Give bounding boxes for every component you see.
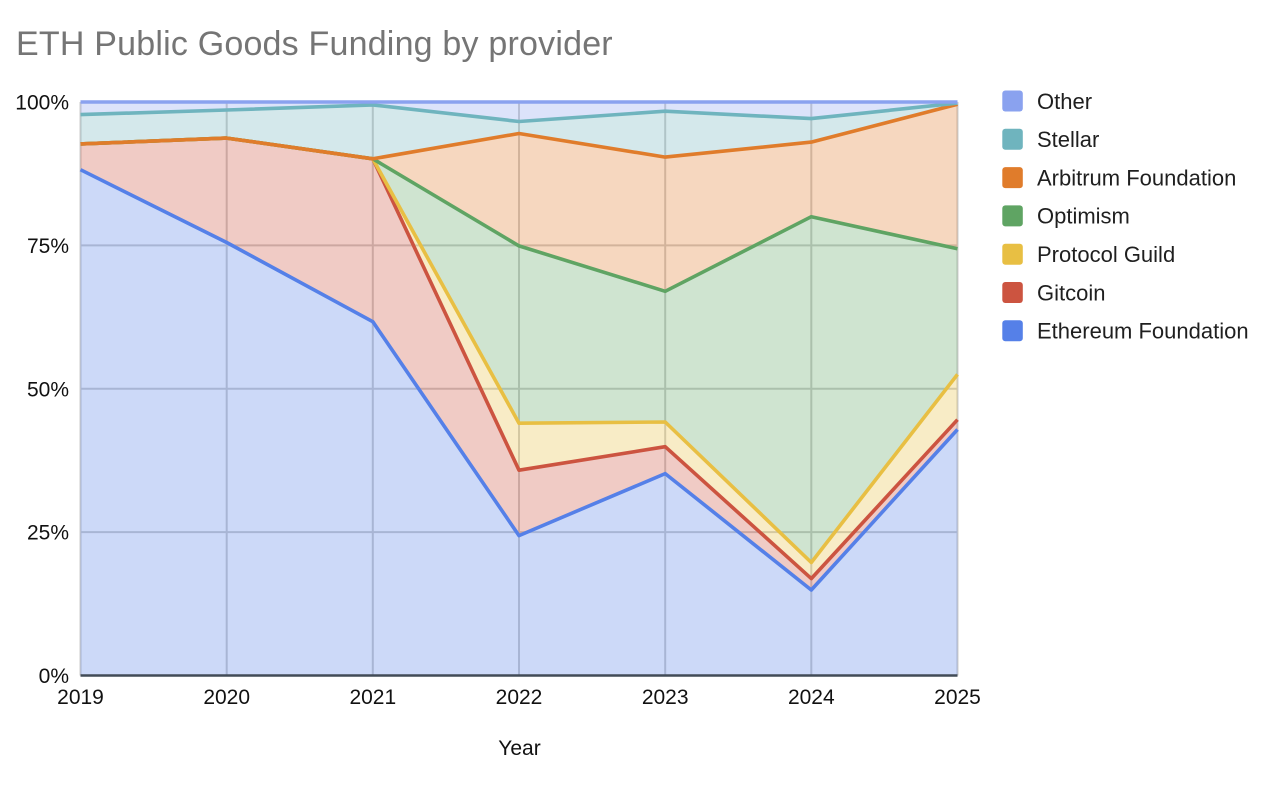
- svg-text:100%: 100%: [15, 92, 69, 115]
- svg-text:Arbitrum Foundation: Arbitrum Foundation: [1037, 165, 1236, 190]
- svg-text:Gitcoin: Gitcoin: [1037, 280, 1105, 305]
- svg-text:2019: 2019: [57, 686, 104, 709]
- svg-text:Protocol Guild: Protocol Guild: [1037, 242, 1175, 267]
- svg-text:Other: Other: [1037, 89, 1092, 114]
- svg-text:2023: 2023: [642, 686, 689, 709]
- svg-text:25%: 25%: [27, 522, 69, 545]
- svg-text:50%: 50%: [27, 378, 69, 401]
- svg-text:Ethereum Foundation: Ethereum Foundation: [1037, 319, 1249, 344]
- svg-text:Year: Year: [498, 737, 540, 760]
- svg-text:2025: 2025: [934, 686, 981, 709]
- svg-text:Stellar: Stellar: [1037, 127, 1099, 152]
- svg-text:0%: 0%: [39, 665, 69, 688]
- svg-text:ETH Public Goods Funding by pr: ETH Public Goods Funding by provider: [16, 25, 613, 63]
- svg-text:2021: 2021: [349, 686, 396, 709]
- svg-text:75%: 75%: [27, 235, 69, 258]
- svg-text:2022: 2022: [496, 686, 543, 709]
- svg-text:Optimism: Optimism: [1037, 204, 1130, 229]
- svg-text:2024: 2024: [788, 686, 835, 709]
- svg-text:2020: 2020: [203, 686, 250, 709]
